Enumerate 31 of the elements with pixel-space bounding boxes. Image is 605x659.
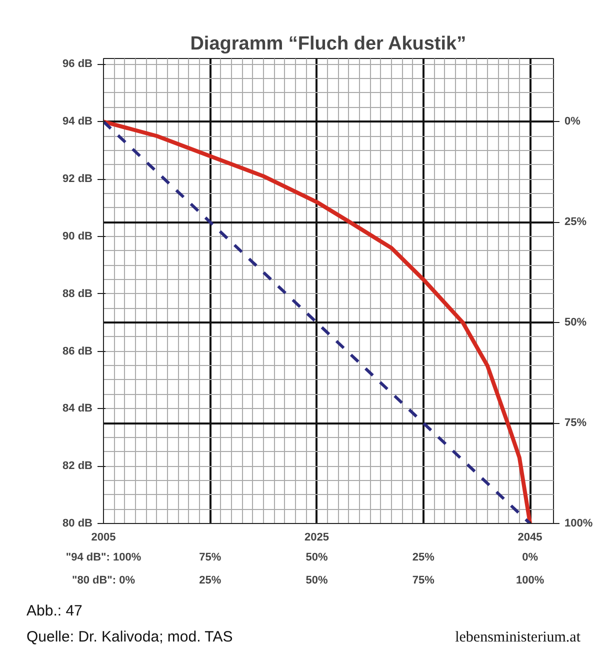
- y-tick-label: 92 dB: [62, 173, 93, 186]
- text: 50%: [306, 552, 328, 564]
- y2-tick-label: 50%: [564, 316, 587, 329]
- text: 0%: [522, 552, 538, 564]
- text: 75%: [199, 552, 222, 564]
- y2-tick-label: 25%: [564, 216, 587, 228]
- x-tick-label: 2045: [518, 532, 542, 544]
- text: 25%: [412, 552, 435, 564]
- text: "80 dB": 0%: [72, 574, 136, 586]
- x-tick-label: 2025: [304, 532, 330, 544]
- text: 75%: [412, 574, 435, 586]
- y-tick-label: 96 dB: [62, 58, 93, 70]
- y-tick-label: 90 dB: [62, 230, 93, 242]
- text: 50%: [306, 574, 328, 586]
- y-tick-label: 84 dB: [62, 402, 93, 415]
- y-tick-label: 80 dB: [62, 518, 93, 530]
- y2-tick-label: 0%: [564, 116, 581, 128]
- text: "94 dB": 100%: [66, 552, 142, 564]
- y-tick-label: 94 dB: [62, 116, 93, 128]
- y-tick-label: 86 dB: [62, 345, 93, 358]
- y2-tick-label: 75%: [564, 417, 587, 430]
- y2-tick-label: 100%: [564, 518, 593, 530]
- text: 100%: [516, 574, 544, 586]
- text: Abb.: 47: [26, 602, 82, 620]
- text: lebensministerium.at: [455, 630, 582, 646]
- y-tick-label: 82 dB: [62, 460, 93, 472]
- text: 25%: [199, 574, 222, 586]
- x-tick-label: 2005: [91, 532, 116, 544]
- source-note: Quelle: Dr. Kalivoda; mod. TAS: [26, 628, 233, 646]
- chart-title: Diagramm “Fluch der Akustik”: [190, 34, 466, 54]
- y-tick-label: 88 dB: [62, 288, 93, 300]
